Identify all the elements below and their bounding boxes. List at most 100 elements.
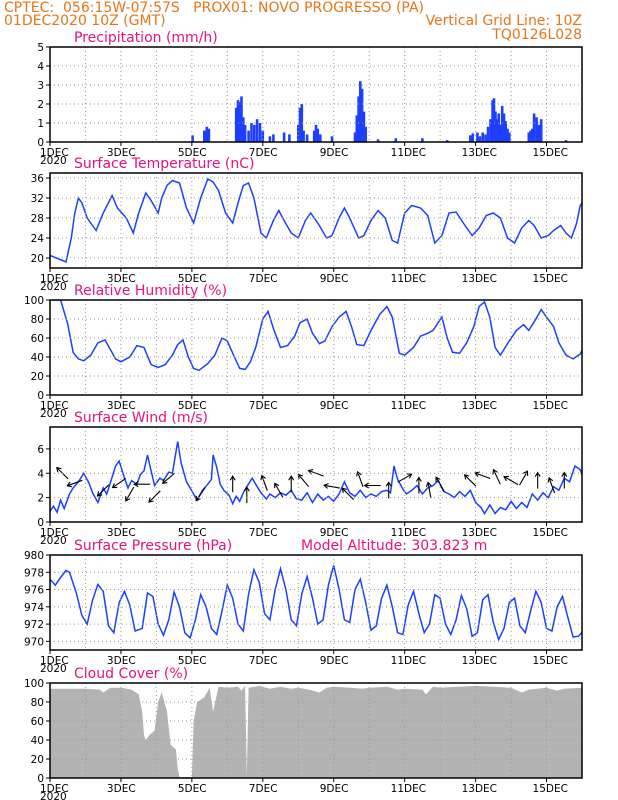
surface_wind-title: Surface Wind (m/s)	[74, 410, 208, 426]
precip-bar	[355, 115, 359, 142]
x-tick-year: 2020	[40, 155, 67, 167]
header-line1: CPTEC: 056:15W-07:57S PROX01: NOVO PROGR…	[4, 0, 424, 16]
y-tick-label: 60	[31, 333, 44, 345]
precip-bar	[255, 119, 259, 142]
y-tick-label: 5	[37, 42, 44, 54]
precip-bar	[242, 117, 245, 142]
wind-arrow-head	[161, 478, 168, 484]
precip-bar	[250, 123, 253, 142]
wind-arrow	[385, 481, 392, 499]
wind-arrow-head	[111, 483, 118, 489]
wind-arrow-shaft	[357, 471, 364, 488]
wind-arrow-shaft	[261, 475, 268, 491]
x-tick-label: 15DEC	[533, 783, 568, 795]
y-tick-label: 60	[31, 716, 44, 728]
relative_humidity-grid	[50, 300, 582, 395]
precip-bar	[305, 134, 309, 142]
wind-arrow	[66, 479, 83, 488]
wind-arrow-head	[406, 473, 413, 479]
precip-bar	[469, 135, 472, 142]
wind-arrow	[297, 473, 310, 488]
y-tick-label: 3	[37, 80, 44, 92]
precip-bar	[272, 134, 275, 142]
x-tick-label: 9DEC	[320, 527, 349, 539]
precip-bar	[394, 138, 398, 142]
wind-arrow-head	[243, 486, 250, 492]
surface_pressure-frame	[49, 554, 583, 651]
wind-arrow	[425, 481, 432, 499]
wind-arrow-head	[415, 476, 422, 482]
surface_pressure-line	[50, 565, 582, 642]
x-tick-label: 9DEC	[320, 147, 349, 159]
wind-arrow-head	[274, 482, 280, 489]
x-tick-label: 1DEC	[40, 400, 69, 412]
y-tick-label: 40	[31, 352, 44, 364]
y-tick-label: 100	[24, 678, 44, 690]
x-tick-label: 9DEC	[320, 783, 349, 795]
wind-arrow-shaft	[67, 479, 83, 487]
precip-bar	[362, 111, 366, 142]
wind-arrow-head	[463, 474, 470, 480]
wind-arrow	[125, 486, 135, 502]
precip-bar	[564, 140, 568, 142]
wind-arrow-shaft	[112, 477, 127, 489]
x-tick-label: 13DEC	[462, 273, 497, 285]
x-tick-label: 13DEC	[462, 400, 497, 412]
wind-arrow	[274, 482, 284, 498]
wind-arrow	[161, 472, 176, 484]
wind-arrow-shaft	[397, 473, 412, 483]
relative_humidity-line	[50, 300, 582, 372]
precip-bar	[360, 88, 364, 142]
wind-arrow-shaft	[435, 477, 445, 492]
precipitation-title: Precipitation (mm/h)	[74, 30, 218, 46]
wind-arrow-shaft	[195, 487, 206, 501]
x-tick-label: 9DEC	[320, 400, 349, 412]
precip-bar	[243, 124, 247, 142]
wind-arrow-head	[323, 482, 329, 489]
cloud_cover-title: Cloud Cover (%)	[74, 666, 188, 682]
y-tick-label: 100	[24, 295, 44, 307]
y-tick-label: 28	[31, 213, 44, 225]
wind-arrow	[96, 484, 110, 497]
wind-arrow	[260, 474, 268, 491]
wind-arrow-shaft	[548, 477, 556, 494]
x-tick-label: 11DEC	[391, 655, 426, 667]
y-tick-label: 972	[24, 619, 44, 631]
wind-arrow-shaft	[464, 474, 477, 487]
cloud-cover-area	[50, 685, 582, 778]
wind-arrow	[547, 476, 556, 494]
precip-bar	[314, 124, 318, 142]
wind-arrow-head	[523, 470, 529, 476]
wind-arrow	[133, 481, 151, 488]
precip-bar	[357, 96, 360, 142]
x-tick-year: 2020	[40, 408, 67, 420]
wind-arrow-shaft	[493, 469, 501, 485]
x-tick-label: 13DEC	[462, 527, 497, 539]
wind-arrow-shaft	[97, 484, 110, 497]
precip-bar	[298, 107, 302, 142]
wind-arrow	[341, 487, 354, 500]
precip-bar	[531, 128, 534, 142]
wind-arrow-head	[474, 471, 480, 478]
precip-bar	[247, 130, 250, 142]
wind-arrow-head	[341, 487, 348, 494]
y-tick-label: 36	[31, 173, 45, 185]
x-tick-label: 3DEC	[107, 273, 136, 285]
precip-bar	[253, 124, 256, 142]
surface_pressure-data	[50, 565, 582, 642]
precip-bar	[312, 130, 316, 142]
precip-bar	[238, 102, 241, 142]
wind-arrow-head	[435, 476, 441, 483]
wind-arrow	[561, 471, 568, 489]
wind-arrow	[148, 490, 161, 503]
y-tick-label: 20	[31, 754, 44, 766]
x-tick-year: 2020	[40, 791, 67, 800]
x-tick-label: 11DEC	[391, 273, 426, 285]
panel-precipitation: 0 1 2 3 4 5 1DEC 3DEC 5DEC 7DEC 9DEC 11DEC 13DEC 15DE…	[37, 30, 583, 167]
precip-bar	[297, 124, 300, 142]
precip-bar	[508, 132, 511, 142]
y-tick-label: 980	[24, 550, 44, 562]
precip-bar	[532, 113, 536, 142]
y-tick-label: 978	[24, 567, 44, 579]
precip-bar	[207, 128, 211, 142]
